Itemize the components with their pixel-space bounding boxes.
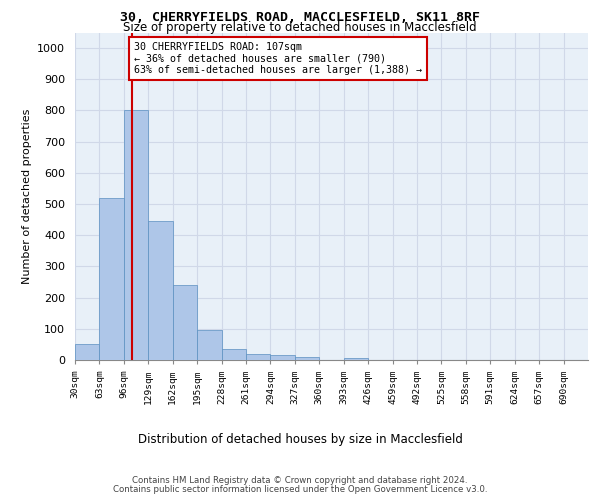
Bar bbox=[100, 198, 124, 360]
Text: 30 CHERRYFIELDS ROAD: 107sqm
← 36% of detached houses are smaller (790)
63% of s: 30 CHERRYFIELDS ROAD: 107sqm ← 36% of de… bbox=[134, 42, 422, 75]
Text: 30, CHERRYFIELDS ROAD, MACCLESFIELD, SK11 8RF: 30, CHERRYFIELDS ROAD, MACCLESFIELD, SK1… bbox=[120, 11, 480, 24]
Bar bbox=[295, 357, 319, 360]
Bar bbox=[246, 354, 271, 360]
Y-axis label: Number of detached properties: Number of detached properties bbox=[22, 108, 32, 284]
Bar bbox=[344, 358, 368, 360]
Text: Size of property relative to detached houses in Macclesfield: Size of property relative to detached ho… bbox=[123, 22, 477, 35]
Bar bbox=[148, 221, 173, 360]
Bar bbox=[197, 330, 221, 360]
Text: Contains public sector information licensed under the Open Government Licence v3: Contains public sector information licen… bbox=[113, 485, 487, 494]
Text: Distribution of detached houses by size in Macclesfield: Distribution of detached houses by size … bbox=[137, 432, 463, 446]
Bar bbox=[75, 344, 100, 360]
Bar bbox=[221, 349, 246, 360]
Bar bbox=[173, 285, 197, 360]
Bar bbox=[124, 110, 148, 360]
Bar bbox=[271, 356, 295, 360]
Text: Contains HM Land Registry data © Crown copyright and database right 2024.: Contains HM Land Registry data © Crown c… bbox=[132, 476, 468, 485]
